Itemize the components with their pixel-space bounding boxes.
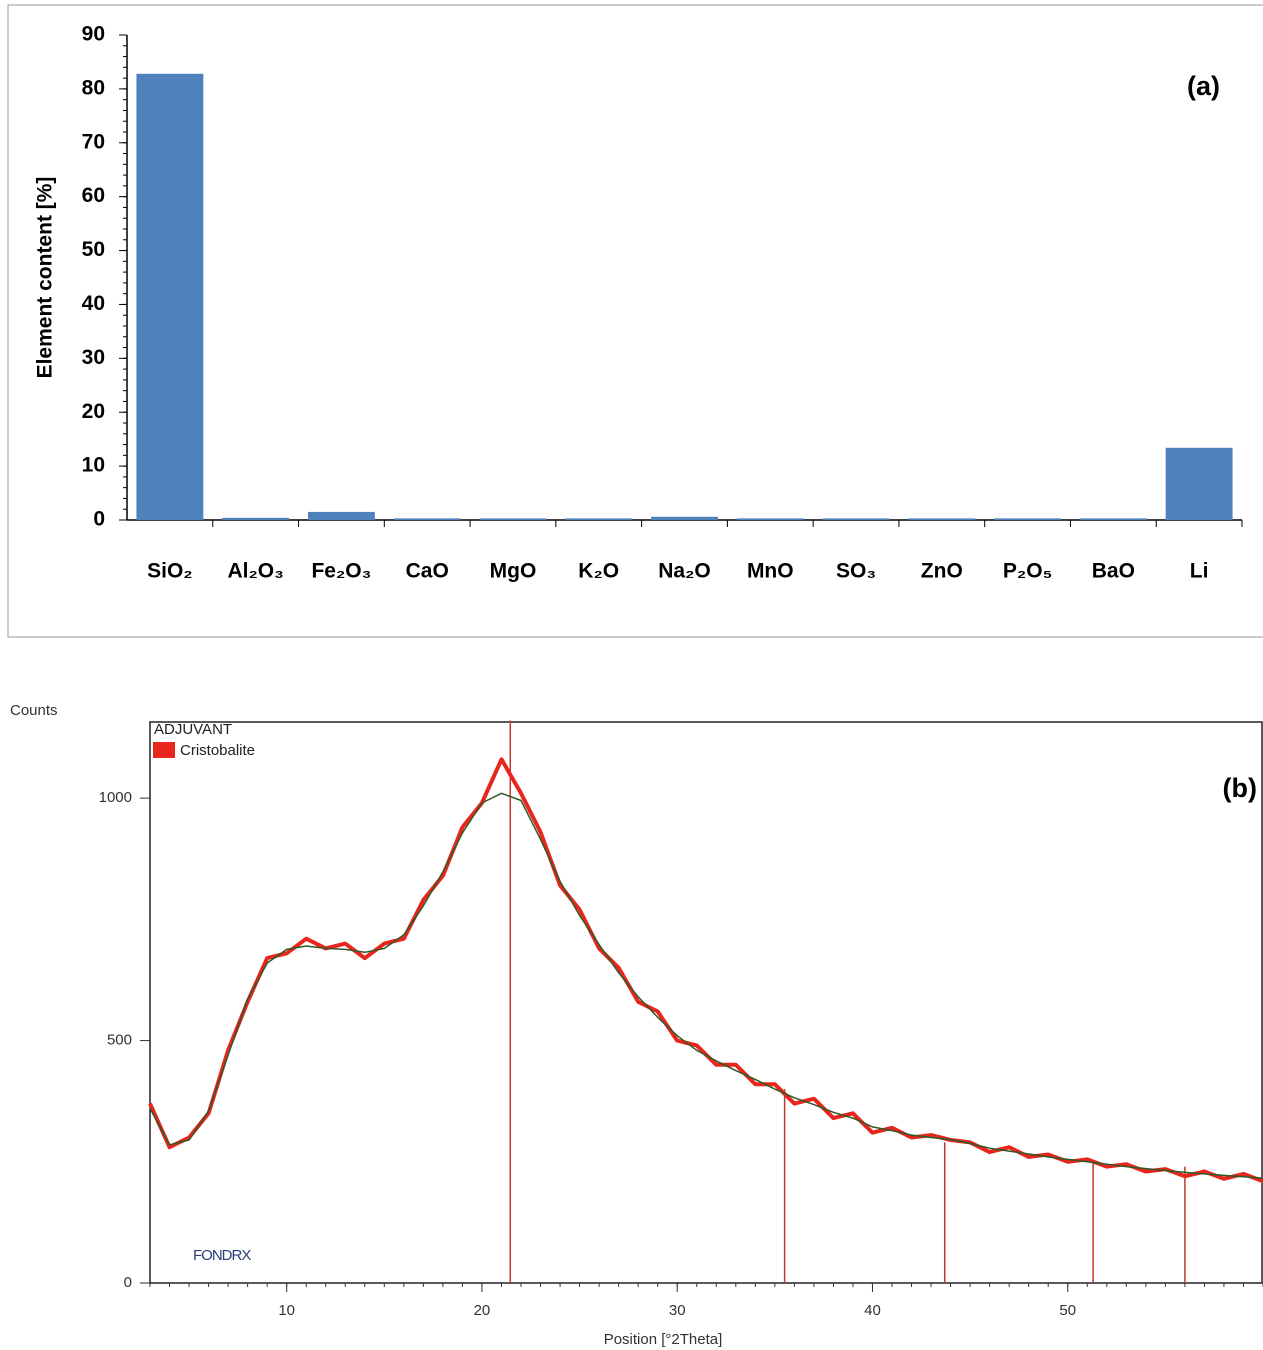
bar xyxy=(307,511,375,520)
bar xyxy=(393,518,461,520)
x-tick-label: Al₂O₃ xyxy=(227,560,283,583)
y-tick-label: 40 xyxy=(82,292,105,315)
bar xyxy=(222,517,290,520)
y-tick-label: 70 xyxy=(82,130,105,153)
y-tick-label: 20 xyxy=(82,400,105,423)
bar xyxy=(1165,447,1233,520)
x-tick-label: Na₂O xyxy=(658,560,711,583)
plot-frame xyxy=(149,721,1263,1284)
bar xyxy=(908,518,976,520)
bar xyxy=(136,73,204,521)
y-tick-label: 0 xyxy=(93,508,105,531)
bar xyxy=(479,518,547,520)
x-tick-label: BaO xyxy=(1092,560,1135,583)
bar xyxy=(565,518,633,520)
y-tick-label: 50 xyxy=(82,238,105,261)
x-tick-label: ZnO xyxy=(921,560,963,583)
legend-swatch xyxy=(153,742,175,758)
panel-a-border xyxy=(7,4,1263,638)
x-axis-label: Position [°2Theta] xyxy=(604,1331,723,1348)
x-tick-label: P₂O₅ xyxy=(1003,560,1052,583)
bar xyxy=(822,518,890,520)
y-tick-label: 0 xyxy=(124,1274,132,1291)
x-tick-label: CaO xyxy=(406,560,449,583)
y-tick-label: 30 xyxy=(82,346,105,369)
y-axis-label: Element content [%] xyxy=(34,177,57,379)
y-tick-label: 500 xyxy=(107,1032,132,1049)
annotation: (a) xyxy=(1187,71,1220,101)
y-tick-label: 90 xyxy=(82,23,105,46)
legend-title: ADJUVANT xyxy=(154,721,232,738)
x-tick-label: K₂O xyxy=(578,560,619,583)
x-tick-label: SO₃ xyxy=(836,560,876,583)
x-tick-label: 40 xyxy=(864,1302,881,1319)
x-tick-label: MnO xyxy=(747,560,794,583)
x-tick-label: Fe₂O₃ xyxy=(311,560,371,583)
y-axis-label: Counts xyxy=(10,702,58,719)
x-tick-label: SiO₂ xyxy=(147,560,193,583)
x-tick-label: 30 xyxy=(669,1302,686,1319)
y-tick-label: 1000 xyxy=(99,789,132,806)
legend-label: Cristobalite xyxy=(180,742,255,759)
x-tick-label: MgO xyxy=(490,560,537,583)
y-tick-label: 60 xyxy=(82,184,105,207)
x-tick-label: 10 xyxy=(278,1302,295,1319)
y-tick-label: 80 xyxy=(82,76,105,99)
bar xyxy=(736,518,804,520)
bar xyxy=(651,516,718,520)
x-tick-label: 20 xyxy=(474,1302,491,1319)
data-line xyxy=(149,792,1263,1180)
annotation: (b) xyxy=(1223,773,1257,803)
x-tick-label: Li xyxy=(1190,560,1209,583)
bar xyxy=(1079,518,1147,520)
note: FONDRX xyxy=(193,1247,251,1264)
y-tick-label: 10 xyxy=(82,454,105,477)
data-line xyxy=(148,757,1263,1184)
x-tick-label: 50 xyxy=(1059,1302,1076,1319)
bar xyxy=(994,518,1062,520)
